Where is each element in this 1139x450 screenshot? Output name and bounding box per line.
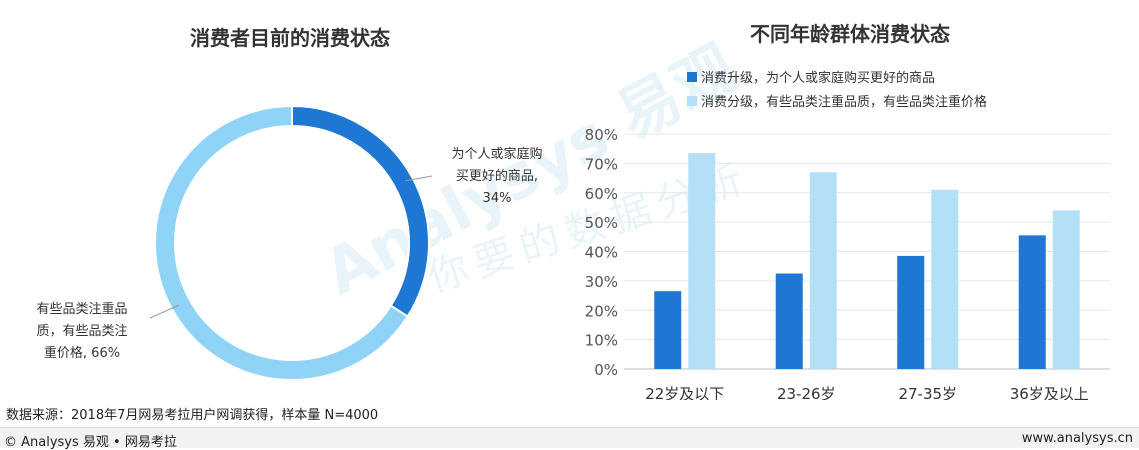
y-tick-label: 0% [594, 361, 618, 379]
bar [809, 172, 837, 369]
y-tick-label: 40% [585, 244, 618, 262]
donut-slice [291, 104, 430, 318]
y-tick-label: 50% [585, 214, 618, 232]
bar [775, 273, 803, 369]
y-tick-label: 20% [585, 302, 618, 320]
donut-chart: 为个人或家庭购买更好的商品, 34% 有些品类注重品质，有些品类注重价格, 66% [36, 104, 543, 381]
bar [897, 255, 925, 369]
donut-slice-label: 为个人或家庭购买更好的商品, 34% [451, 146, 542, 206]
data-source-note: 数据来源：2018年7月网易考拉用户网调获得，样本量 N=4000 [6, 408, 379, 423]
bar [931, 189, 959, 369]
x-tick-label: 36岁及以上 [1010, 385, 1089, 400]
donut-slice [154, 104, 410, 381]
donut-leader-line [149, 304, 180, 319]
legend-label: 消费分级，有些品类注重品质，有些品类注重价格 [701, 94, 987, 110]
bar [1052, 210, 1080, 369]
donut-slice-label-line: 有些品类注重品 [36, 301, 127, 317]
donut-slice-label: 有些品类注重品质，有些品类注重价格, 66% [36, 301, 127, 361]
bar-chart: 0% 10% 20% 30% 40% 50% 60% 70% 80% 消费升级，为个人或家庭购买更… [585, 70, 1110, 400]
bar [654, 291, 682, 369]
legend-swatch [687, 72, 697, 82]
donut-slice-label-line: 买更好的商品, [456, 168, 538, 184]
y-tick-label: 30% [585, 273, 618, 291]
legend-label: 消费升级，为个人或家庭购买更好的商品 [701, 70, 935, 86]
donut-slice-label-line: 34% [483, 191, 512, 206]
legend-swatch [687, 96, 697, 106]
y-tick-label: 10% [585, 332, 618, 350]
donut-slice-label-line: 重价格, 66% [44, 345, 120, 361]
bar [1018, 235, 1046, 369]
y-tick-label: 60% [585, 185, 618, 203]
bar-chart-title: 不同年龄群体消费状态 [750, 22, 950, 46]
donut-slice-label-line: 质，有些品类注 [36, 324, 127, 339]
donut-slice-label-line: 为个人或家庭购 [451, 146, 542, 162]
x-tick-label: 23-26岁 [777, 385, 836, 400]
bar [688, 153, 716, 369]
y-tick-label: 70% [585, 155, 618, 173]
donut-leader-line [404, 175, 433, 182]
footer-website: www.analysys.cn [1021, 431, 1133, 446]
x-tick-label: 22岁及以下 [645, 385, 724, 400]
x-tick-label: 27-35岁 [898, 385, 957, 400]
footer-bar: © Analysys 易观 • 网易考拉 www.analysys.cn [0, 427, 1139, 450]
footer-copyright: © Analysys 易观 • 网易考拉 [4, 435, 177, 450]
y-tick-label: 80% [585, 126, 618, 144]
donut-chart-title: 消费者目前的消费状态 [190, 26, 390, 50]
